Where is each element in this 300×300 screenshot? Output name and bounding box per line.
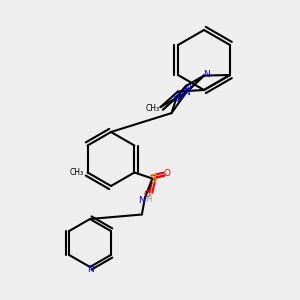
Text: N: N <box>176 91 183 100</box>
Text: H: H <box>145 195 151 204</box>
Text: N: N <box>203 70 210 79</box>
Text: O: O <box>143 190 151 199</box>
Text: S: S <box>151 174 157 184</box>
Text: CH₃: CH₃ <box>70 168 84 177</box>
Text: N: N <box>172 94 179 103</box>
Text: N: N <box>183 88 190 97</box>
Text: O: O <box>164 169 171 178</box>
Text: N: N <box>138 196 145 205</box>
Text: N: N <box>184 84 191 93</box>
Text: CH₃: CH₃ <box>146 104 160 113</box>
Text: N: N <box>87 266 93 274</box>
